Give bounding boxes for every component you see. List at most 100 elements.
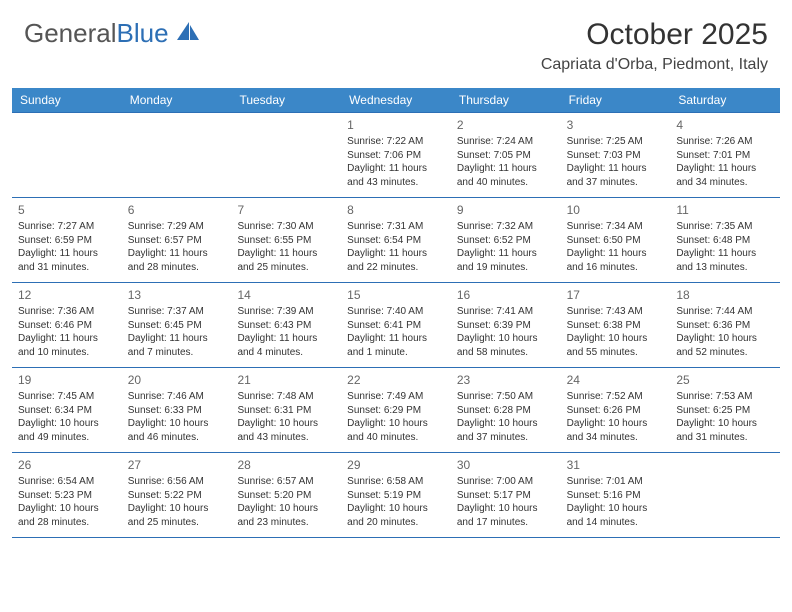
day-cell: [670, 453, 780, 537]
daylight-line-1: Daylight: 11 hours: [237, 247, 335, 261]
sunset-line: Sunset: 6:41 PM: [347, 319, 445, 333]
day-cell: [231, 113, 341, 197]
day-cell: 23Sunrise: 7:50 AMSunset: 6:28 PMDayligh…: [451, 368, 561, 452]
month-title: October 2025: [541, 18, 768, 52]
daylight-line-2: and 46 minutes.: [128, 431, 226, 445]
sunrise-line: Sunrise: 6:56 AM: [128, 475, 226, 489]
daylight-line-1: Daylight: 11 hours: [567, 247, 665, 261]
sunrise-line: Sunrise: 7:24 AM: [457, 135, 555, 149]
daylight-line-2: and 1 minute.: [347, 346, 445, 360]
dow-cell: Friday: [561, 88, 671, 112]
day-cell: 10Sunrise: 7:34 AMSunset: 6:50 PMDayligh…: [561, 198, 671, 282]
day-cell: 30Sunrise: 7:00 AMSunset: 5:17 PMDayligh…: [451, 453, 561, 537]
dow-cell: Monday: [122, 88, 232, 112]
daylight-line-2: and 31 minutes.: [676, 431, 774, 445]
sunset-line: Sunset: 6:50 PM: [567, 234, 665, 248]
daylight-line-1: Daylight: 10 hours: [18, 502, 116, 516]
daylight-line-1: Daylight: 10 hours: [676, 417, 774, 431]
daylight-line-2: and 40 minutes.: [457, 176, 555, 190]
weeks: 1Sunrise: 7:22 AMSunset: 7:06 PMDaylight…: [12, 112, 780, 538]
sunrise-line: Sunrise: 7:41 AM: [457, 305, 555, 319]
day-cell: 22Sunrise: 7:49 AMSunset: 6:29 PMDayligh…: [341, 368, 451, 452]
week-row: 26Sunrise: 6:54 AMSunset: 5:23 PMDayligh…: [12, 452, 780, 538]
daylight-line-2: and 13 minutes.: [676, 261, 774, 275]
sunrise-line: Sunrise: 7:43 AM: [567, 305, 665, 319]
day-cell: 12Sunrise: 7:36 AMSunset: 6:46 PMDayligh…: [12, 283, 122, 367]
day-number: 18: [676, 287, 774, 303]
daylight-line-1: Daylight: 10 hours: [457, 502, 555, 516]
day-cell: 11Sunrise: 7:35 AMSunset: 6:48 PMDayligh…: [670, 198, 780, 282]
day-cell: 5Sunrise: 7:27 AMSunset: 6:59 PMDaylight…: [12, 198, 122, 282]
sunset-line: Sunset: 5:19 PM: [347, 489, 445, 503]
day-cell: 7Sunrise: 7:30 AMSunset: 6:55 PMDaylight…: [231, 198, 341, 282]
daylight-line-1: Daylight: 10 hours: [128, 417, 226, 431]
daylight-line-1: Daylight: 10 hours: [237, 502, 335, 516]
daylight-line-2: and 28 minutes.: [128, 261, 226, 275]
daylight-line-2: and 31 minutes.: [18, 261, 116, 275]
daylight-line-2: and 28 minutes.: [18, 516, 116, 530]
day-cell: 13Sunrise: 7:37 AMSunset: 6:45 PMDayligh…: [122, 283, 232, 367]
day-number: 15: [347, 287, 445, 303]
sunset-line: Sunset: 6:25 PM: [676, 404, 774, 418]
day-number: 31: [567, 457, 665, 473]
day-cell: 8Sunrise: 7:31 AMSunset: 6:54 PMDaylight…: [341, 198, 451, 282]
dow-cell: Tuesday: [231, 88, 341, 112]
daylight-line-1: Daylight: 11 hours: [347, 162, 445, 176]
daylight-line-1: Daylight: 11 hours: [128, 332, 226, 346]
logo-text-blue: Blue: [117, 18, 169, 48]
daylight-line-2: and 34 minutes.: [676, 176, 774, 190]
day-cell: 15Sunrise: 7:40 AMSunset: 6:41 PMDayligh…: [341, 283, 451, 367]
day-cell: 20Sunrise: 7:46 AMSunset: 6:33 PMDayligh…: [122, 368, 232, 452]
dow-cell: Wednesday: [341, 88, 451, 112]
daylight-line-2: and 14 minutes.: [567, 516, 665, 530]
day-number: 1: [347, 117, 445, 133]
daylight-line-1: Daylight: 11 hours: [457, 247, 555, 261]
dow-cell: Sunday: [12, 88, 122, 112]
sunset-line: Sunset: 6:34 PM: [18, 404, 116, 418]
sunset-line: Sunset: 7:05 PM: [457, 149, 555, 163]
day-cell: 16Sunrise: 7:41 AMSunset: 6:39 PMDayligh…: [451, 283, 561, 367]
week-row: 19Sunrise: 7:45 AMSunset: 6:34 PMDayligh…: [12, 367, 780, 452]
sunrise-line: Sunrise: 7:30 AM: [237, 220, 335, 234]
day-cell: 1Sunrise: 7:22 AMSunset: 7:06 PMDaylight…: [341, 113, 451, 197]
daylight-line-2: and 16 minutes.: [567, 261, 665, 275]
logo: GeneralBlue: [24, 18, 201, 49]
daylight-line-1: Daylight: 11 hours: [18, 332, 116, 346]
day-number: 2: [457, 117, 555, 133]
day-cell: 2Sunrise: 7:24 AMSunset: 7:05 PMDaylight…: [451, 113, 561, 197]
day-number: 4: [676, 117, 774, 133]
daylight-line-1: Daylight: 10 hours: [18, 417, 116, 431]
dow-cell: Saturday: [670, 88, 780, 112]
logo-text-general: General: [24, 18, 117, 48]
daylight-line-2: and 23 minutes.: [237, 516, 335, 530]
day-number: 22: [347, 372, 445, 388]
day-number: 28: [237, 457, 335, 473]
day-number: 20: [128, 372, 226, 388]
daylight-line-1: Daylight: 11 hours: [676, 162, 774, 176]
day-cell: 18Sunrise: 7:44 AMSunset: 6:36 PMDayligh…: [670, 283, 780, 367]
daylight-line-2: and 22 minutes.: [347, 261, 445, 275]
day-number: 25: [676, 372, 774, 388]
day-number: 12: [18, 287, 116, 303]
sunset-line: Sunset: 7:03 PM: [567, 149, 665, 163]
daylight-line-1: Daylight: 11 hours: [676, 247, 774, 261]
dow-row: SundayMondayTuesdayWednesdayThursdayFrid…: [12, 88, 780, 112]
day-cell: 24Sunrise: 7:52 AMSunset: 6:26 PMDayligh…: [561, 368, 671, 452]
sunset-line: Sunset: 6:31 PM: [237, 404, 335, 418]
daylight-line-2: and 34 minutes.: [567, 431, 665, 445]
logo-text: GeneralBlue: [24, 18, 169, 49]
sunrise-line: Sunrise: 7:39 AM: [237, 305, 335, 319]
sunrise-line: Sunrise: 7:27 AM: [18, 220, 116, 234]
day-cell: 4Sunrise: 7:26 AMSunset: 7:01 PMDaylight…: [670, 113, 780, 197]
day-number: 7: [237, 202, 335, 218]
sunrise-line: Sunrise: 6:58 AM: [347, 475, 445, 489]
sunrise-line: Sunrise: 7:40 AM: [347, 305, 445, 319]
sunset-line: Sunset: 6:39 PM: [457, 319, 555, 333]
sunset-line: Sunset: 6:46 PM: [18, 319, 116, 333]
daylight-line-1: Daylight: 10 hours: [347, 502, 445, 516]
sunrise-line: Sunrise: 6:54 AM: [18, 475, 116, 489]
daylight-line-2: and 25 minutes.: [128, 516, 226, 530]
daylight-line-2: and 10 minutes.: [18, 346, 116, 360]
daylight-line-1: Daylight: 11 hours: [237, 332, 335, 346]
sail-icon: [175, 20, 201, 47]
